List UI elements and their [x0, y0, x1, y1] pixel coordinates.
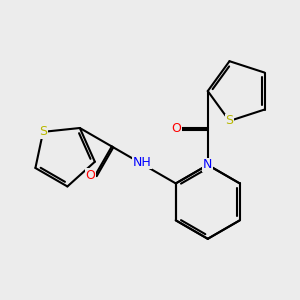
Text: O: O	[85, 169, 95, 182]
Text: S: S	[39, 125, 47, 138]
Text: NH: NH	[133, 155, 151, 169]
Text: O: O	[171, 122, 181, 134]
Text: S: S	[226, 115, 233, 128]
Text: N: N	[203, 158, 212, 171]
